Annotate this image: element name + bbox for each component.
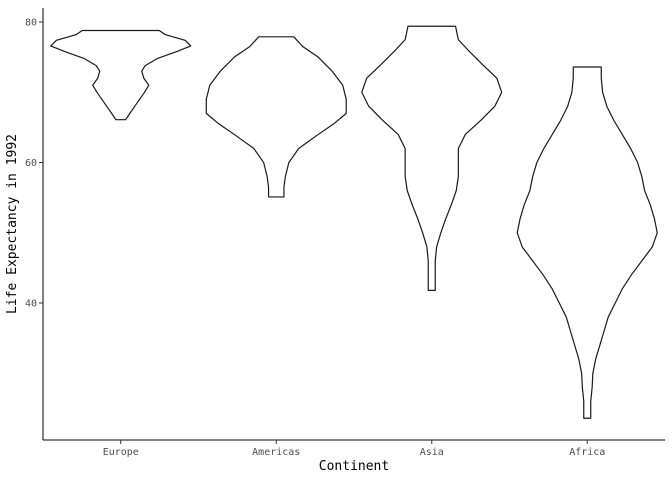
violin-asia [361, 25, 503, 291]
violin-africa [516, 66, 658, 419]
x-tick-label: Europe [103, 447, 139, 458]
violin-europe [50, 29, 192, 121]
violin-americas [205, 36, 347, 198]
x-tick-label: Americas [252, 447, 300, 458]
x-tick-label: Asia [420, 447, 444, 458]
y-tick-label: 80 [25, 18, 37, 29]
y-tick-label: 40 [25, 299, 37, 310]
x-axis-title: Continent [319, 459, 389, 474]
y-tick-label: 60 [25, 158, 37, 169]
y-axis-ticks: 40 60 80 [25, 18, 43, 310]
x-tick-label: Africa [569, 447, 605, 458]
x-axis-ticks: Europe Americas Asia Africa [103, 440, 605, 458]
y-axis-title: Life Expectancy in 1992 [5, 134, 20, 314]
plot-area [50, 25, 658, 419]
